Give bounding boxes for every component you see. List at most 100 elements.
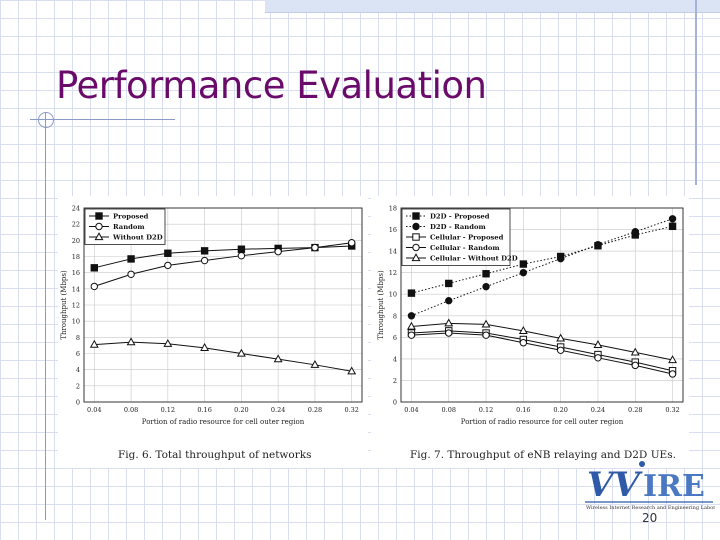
data-point <box>90 264 98 272</box>
page-number: 20 <box>642 511 658 525</box>
data-point <box>556 254 565 263</box>
data-point <box>407 331 416 339</box>
x-axis-label: Portion of radio resource for cell outer… <box>142 418 305 426</box>
legend-marker <box>412 233 420 241</box>
data-point <box>164 261 172 270</box>
data-point <box>556 346 565 354</box>
x-tick-label: 0.24 <box>271 406 285 414</box>
x-tick-label: 0.12 <box>161 406 175 414</box>
legend-label: D2D - Proposed <box>430 213 490 221</box>
data-point <box>200 247 209 255</box>
data-point <box>311 243 319 252</box>
figure-7-caption: Fig. 7. Throughput of eNB relaying and D… <box>410 449 676 461</box>
y-tick-label: 0 <box>393 399 397 407</box>
y-tick-label: 22 <box>72 221 80 229</box>
legend-marker <box>412 222 420 231</box>
figure-6-panel: 0 2 4 6 8 10 12 14 16 18 20 22 24 0.04 0.08 0.12 0.16 0.2… <box>58 196 368 468</box>
data-point <box>273 354 283 363</box>
legend-marker <box>411 253 421 262</box>
data-point <box>445 329 453 337</box>
data-point <box>445 279 453 288</box>
data-point <box>593 340 603 348</box>
y-tick-label: 18 <box>389 205 397 213</box>
x-tick-label: 0.08 <box>442 406 456 414</box>
y-tick-label: 16 <box>389 226 397 234</box>
data-point <box>444 318 454 327</box>
y-tick-label: 10 <box>389 291 397 299</box>
data-point <box>127 270 135 278</box>
data-point <box>668 222 677 231</box>
x-tick-label: 0.04 <box>87 406 101 414</box>
x-tick-label: 0.28 <box>308 406 322 414</box>
y-tick-label: 0 <box>76 399 80 407</box>
data-point <box>594 354 602 362</box>
y-axis-label: Throughput (Mbps) <box>60 270 68 340</box>
wire-lab-logo-graphic: VV IRE Wireless Internet Research and En… <box>585 461 720 511</box>
series-line <box>94 341 352 372</box>
data-point <box>200 343 210 351</box>
series-without-d2d <box>89 337 357 375</box>
data-point <box>126 337 136 346</box>
y-tick-label: 8 <box>76 334 80 342</box>
y-tick-label: 18 <box>72 253 80 261</box>
data-point <box>556 333 566 342</box>
legend: D2D - Proposed D2D - Random Cellular - Pro… <box>401 208 518 266</box>
data-point <box>445 296 453 305</box>
data-point <box>90 282 98 291</box>
series-cellular-without-d2d <box>406 318 678 364</box>
legend-marker <box>412 243 420 252</box>
y-tick-label: 4 <box>393 355 397 363</box>
x-tick-label: 0.16 <box>197 406 211 414</box>
series-line <box>94 242 352 287</box>
data-point <box>482 282 490 291</box>
x-tick-label: 0.04 <box>404 406 418 414</box>
legend-label: Proposed <box>113 213 149 221</box>
data-point <box>310 359 320 368</box>
data-point <box>407 289 416 297</box>
x-tick-label: 0.32 <box>344 406 358 414</box>
slide-title: Performance Evaluation <box>56 64 487 107</box>
y-tick-label: 14 <box>389 248 397 256</box>
x-tick-label: 0.32 <box>665 406 679 414</box>
data-point <box>631 361 639 370</box>
data-point <box>519 260 528 268</box>
x-tick-label: 0.16 <box>516 406 530 414</box>
y-tick-label: 24 <box>72 205 80 213</box>
data-point <box>200 256 209 265</box>
data-point <box>237 251 246 260</box>
data-point <box>519 339 528 347</box>
series-line <box>94 245 352 269</box>
x-tick-label: 0.12 <box>479 406 493 414</box>
decorative-vertical-line <box>695 0 697 185</box>
data-point <box>407 312 416 320</box>
plot-frame <box>400 207 684 403</box>
y-tick-label: 16 <box>72 269 80 277</box>
data-point <box>406 321 416 330</box>
figure-6-caption: Fig. 6. Total throughput of networks <box>118 449 312 461</box>
decorative-horizontal-line <box>30 119 175 120</box>
x-axis-label: Portion of radio resource for cell outer… <box>461 418 624 426</box>
y-tick-label: 4 <box>76 366 80 374</box>
legend-label: Cellular - Proposed <box>430 234 504 242</box>
data-point <box>164 249 172 257</box>
x-tick-label: 0.20 <box>234 406 248 414</box>
data-point <box>518 326 528 334</box>
data-point <box>594 240 602 249</box>
series-cellular-random <box>407 329 677 378</box>
decorative-circle <box>38 112 54 128</box>
x-tick-label: 0.08 <box>124 406 138 414</box>
data-point <box>236 348 246 357</box>
data-point <box>668 370 677 378</box>
y-tick-label: 8 <box>393 312 397 320</box>
top-band <box>265 0 720 13</box>
series-line <box>411 322 673 361</box>
y-tick-label: 6 <box>76 350 80 358</box>
y-tick-label: 6 <box>393 334 397 342</box>
legend-marker <box>95 222 103 231</box>
y-tick-label: 2 <box>393 377 397 385</box>
series-line <box>411 330 673 372</box>
data-point <box>127 255 135 263</box>
svg-text:VV: VV <box>587 465 643 505</box>
y-tick-label: 20 <box>72 237 80 245</box>
data-point <box>668 215 677 223</box>
